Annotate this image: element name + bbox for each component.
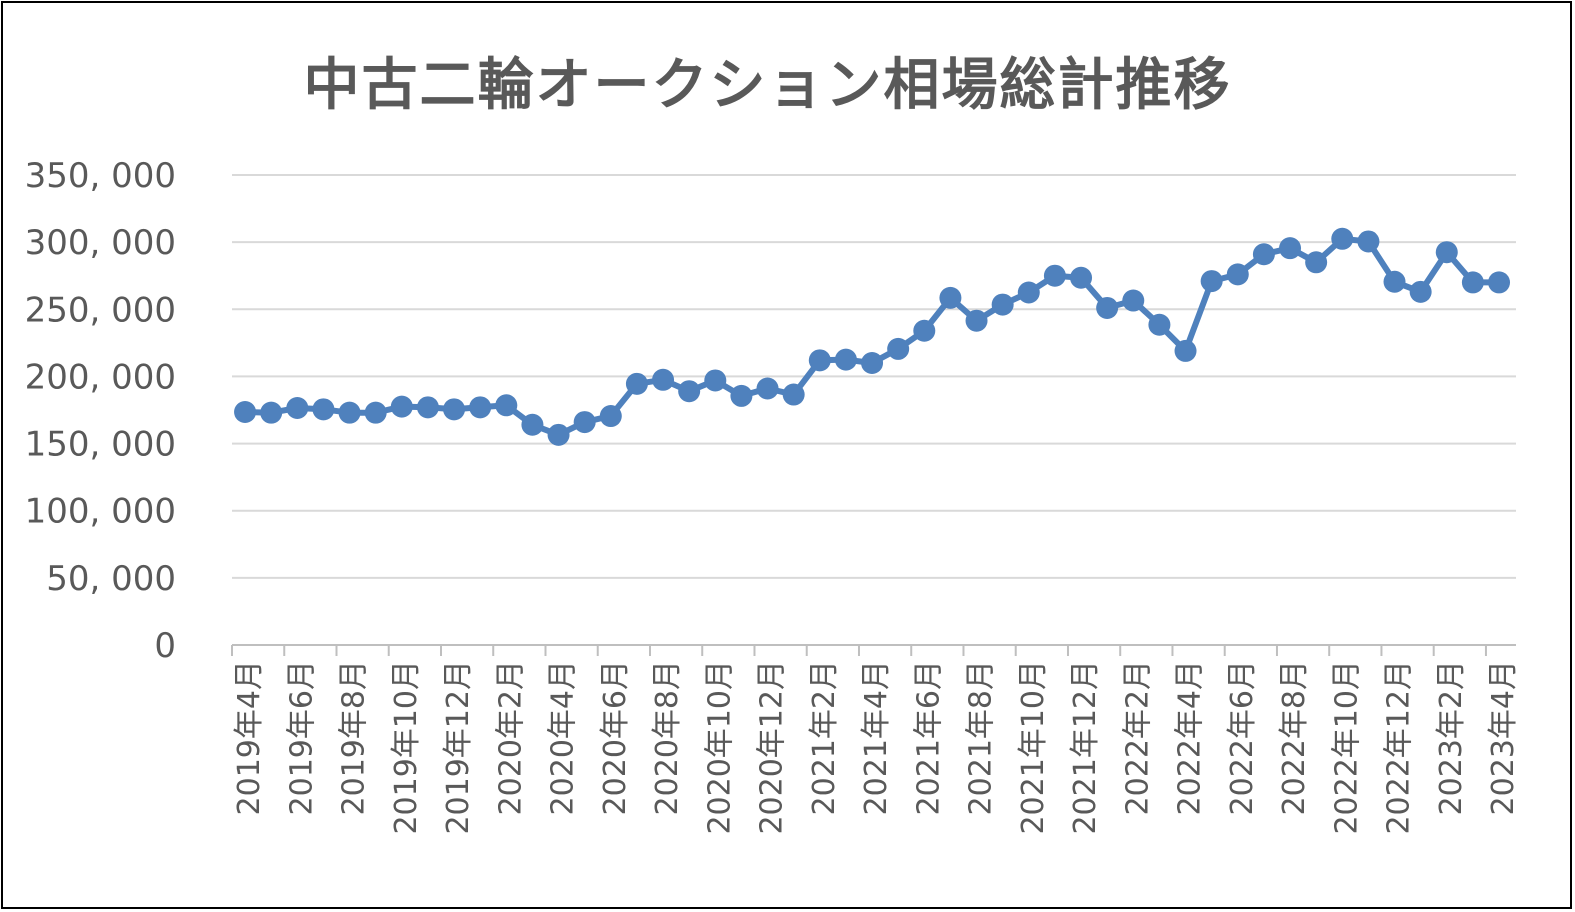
x-tick-label: 2019年8月 (337, 660, 372, 815)
data-point (965, 309, 988, 332)
data-point (625, 372, 648, 395)
data-point (1226, 263, 1249, 286)
x-tick-label: 2022年12月 (1382, 660, 1417, 835)
data-point (1383, 270, 1406, 293)
x-tick-label: 2022年8月 (1277, 660, 1312, 815)
data-point (704, 369, 727, 392)
x-tick-label: 2022年2月 (1120, 660, 1155, 815)
x-tick-label: 2021年6月 (911, 660, 946, 815)
data-point (547, 423, 570, 446)
data-point (1279, 237, 1302, 260)
data-point (1148, 313, 1171, 336)
data-point (991, 293, 1014, 316)
x-tick-label: 2020年12月 (755, 660, 790, 835)
data-point (573, 411, 596, 434)
y-tick-label: 50, 000 (46, 559, 176, 599)
y-axis: 0 50, 000 100, 000 150, 000 200, 000 250, 000… (25, 156, 176, 666)
x-tick-label: 2022年4月 (1173, 660, 1208, 815)
data-point (1174, 339, 1197, 362)
data-point (913, 319, 936, 342)
data-point (1043, 264, 1066, 287)
y-tick-label: 100, 000 (25, 492, 176, 532)
data-point (1017, 281, 1040, 304)
y-tick-label: 0 (154, 626, 176, 666)
data-point (1305, 251, 1328, 274)
gridlines (232, 174, 1516, 646)
data-point (782, 383, 805, 406)
data-series (234, 227, 1511, 446)
data-point (286, 396, 309, 419)
x-axis: 2019年4月 2019年6月 2019年8月 2019年10月 2019年12月 202… (231, 645, 1521, 835)
data-point (1409, 280, 1432, 303)
x-tick-label: 2022年6月 (1225, 660, 1260, 815)
x-tick-label: 2020年4月 (546, 660, 581, 815)
x-tick-label: 2023年2月 (1434, 660, 1469, 815)
data-point (1096, 296, 1119, 319)
data-point (364, 401, 387, 424)
data-point (338, 401, 361, 424)
data-point (234, 401, 257, 424)
data-point (652, 368, 675, 391)
x-tick-label: 2020年6月 (598, 660, 633, 815)
x-tick-label: 2019年4月 (232, 660, 267, 815)
data-point (390, 395, 413, 418)
data-point (939, 286, 962, 309)
x-tick-label: 2020年10月 (702, 660, 737, 835)
data-point (834, 348, 857, 371)
y-tick-label: 150, 000 (25, 425, 176, 465)
data-point (312, 398, 335, 421)
x-tick-label: 2020年2月 (493, 660, 528, 815)
x-tick-label: 2023年4月 (1486, 660, 1521, 815)
x-tick-label: 2021年2月 (807, 660, 842, 815)
data-point (521, 413, 544, 436)
x-tick-label: 2022年10月 (1329, 660, 1364, 835)
data-point (1252, 243, 1275, 266)
data-point (416, 396, 439, 419)
x-tick-label: 2021年8月 (964, 660, 999, 815)
data-point (1435, 241, 1458, 264)
data-point (1461, 271, 1484, 294)
y-tick-label: 300, 000 (25, 223, 176, 263)
data-point (1488, 271, 1511, 294)
data-point (887, 337, 910, 360)
data-point (469, 396, 492, 419)
data-point (1357, 230, 1380, 253)
x-tick-label: 2019年10月 (389, 660, 424, 835)
y-tick-label: 200, 000 (25, 357, 176, 397)
data-point (861, 352, 884, 374)
x-tick-label: 2019年6月 (284, 660, 319, 815)
data-point (756, 377, 779, 400)
x-tick-label: 2021年12月 (1068, 660, 1103, 835)
data-point (443, 398, 466, 421)
x-tick-label: 2020年8月 (650, 660, 685, 815)
data-point (495, 394, 518, 417)
data-point (1070, 266, 1093, 289)
data-point (260, 401, 283, 424)
x-tick-label: 2021年10月 (1016, 660, 1051, 835)
data-point (730, 384, 753, 407)
data-point (1200, 270, 1223, 293)
y-tick-label: 350, 000 (25, 156, 176, 196)
x-tick-label: 2021年4月 (859, 660, 894, 815)
data-point (808, 349, 831, 372)
chart-title: 中古二輪オークション相場総計推移 (303, 53, 1232, 118)
data-point (678, 380, 701, 403)
data-point (1331, 227, 1354, 250)
x-tick-label: 2019年12月 (441, 660, 476, 835)
data-point (1122, 289, 1145, 312)
y-tick-label: 250, 000 (25, 290, 176, 330)
data-point (599, 405, 622, 428)
